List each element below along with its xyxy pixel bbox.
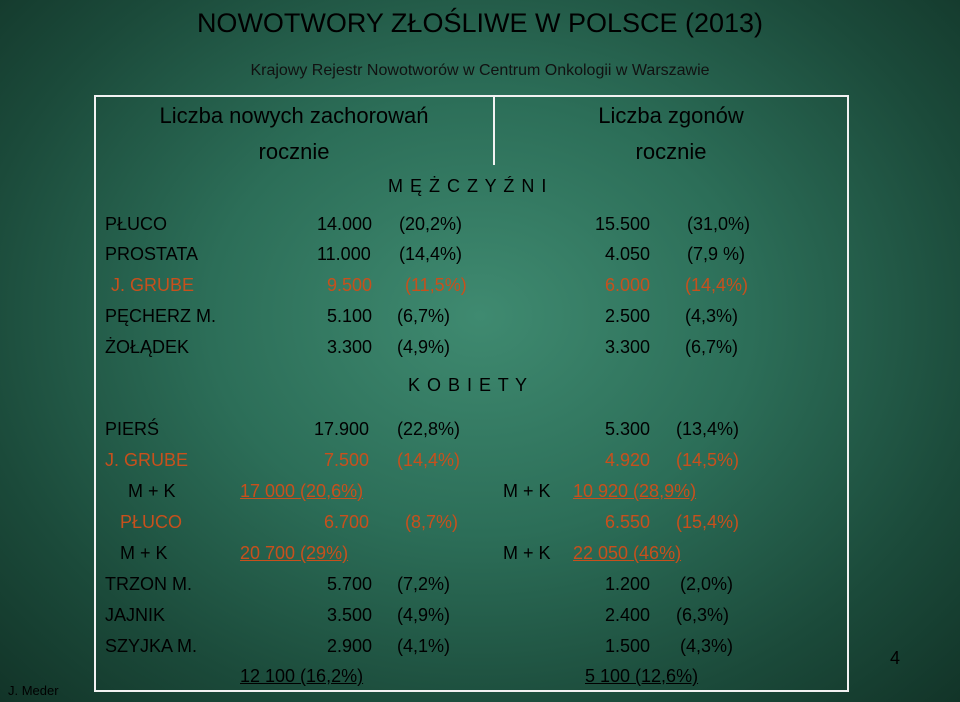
row-label: PROSTATA [105, 244, 199, 264]
table-row: PIERŚ 17.900 (22,8%) 5.300 (13,4%) [0, 419, 960, 449]
table-row: TRZON M. 5.700 (7,2%) 1.200 (2,0%) [0, 574, 960, 604]
incidence-value: 2.900 [327, 636, 373, 656]
section-men: M Ę Ż C Z Y Ź N I [388, 176, 548, 196]
row-label: JAJNIK [105, 605, 166, 625]
incidence-value: 5.700 [327, 574, 373, 594]
page-subtitle: Krajowy Rejestr Nowotworów w Centrum Onk… [250, 62, 710, 79]
deaths-percent: (13,4%) [676, 419, 740, 439]
deaths-value: 2.500 [605, 306, 651, 326]
row-label: PĘCHERZ M. [105, 306, 217, 326]
table-row: SZYJKA M. 2.900 (4,1%) 1.500 (4,3%) [0, 636, 960, 666]
deaths-value: 1.500 [605, 636, 651, 656]
incidence-percent: (4,9%) [397, 605, 451, 625]
table-row: M + K 20 700 (29%) M + K 22 050 (46%) [0, 543, 960, 573]
incidence-value: 6.700 [324, 512, 370, 532]
incidence-value: 3.300 [327, 337, 373, 357]
deaths-percent: (7,9 %) [687, 244, 746, 264]
incidence-value: 17.900 [314, 419, 370, 439]
deaths-percent: (31,0%) [687, 214, 751, 234]
deaths-value: 5.300 [605, 419, 651, 439]
deaths-percent: (4,3%) [685, 306, 739, 326]
row-label: ŻOŁĄDEK [105, 337, 190, 357]
deaths-header: Liczba zgonów rocznie [495, 98, 847, 170]
incidence-header-line2: rocznie [258, 139, 330, 164]
table-row: PĘCHERZ M. 5.100 (6,7%) 2.500 (4,3%) [0, 306, 960, 336]
table-row: J. GRUBE 9.500 (11,5%) 6.000 (14,4%) [0, 275, 960, 305]
incidence-percent: (7,2%) [397, 574, 451, 594]
deaths-total: 5 100 (12,6%) [585, 666, 699, 686]
deaths-value: 3.300 [605, 337, 651, 357]
deaths-value: 6.000 [605, 275, 651, 295]
row-label: M + K [128, 481, 176, 501]
row-label: J. GRUBE [111, 275, 195, 295]
incidence-percent: (4,1%) [397, 636, 451, 656]
row-label: J. GRUBE [105, 450, 189, 470]
deaths-percent: (14,5%) [676, 450, 740, 470]
deaths-value: 4.920 [605, 450, 651, 470]
table-row: PŁUCO 14.000 (20,2%) 15.500 (31,0%) [0, 214, 960, 244]
incidence-value: 9.500 [327, 275, 373, 295]
incidence-percent: (11,5%) [405, 275, 467, 295]
incidence-header: Liczba nowych zachorowań rocznie [96, 98, 492, 170]
incidence-percent: (8,7%) [405, 512, 459, 532]
row-label: TRZON M. [105, 574, 192, 594]
incidence-total: 12 100 (16,2%) [240, 666, 364, 686]
page-number: 4 [890, 648, 901, 668]
table-row: 12 100 (16,2%) 5 100 (12,6%) [0, 666, 960, 696]
deaths-value: 15.500 [595, 214, 651, 234]
deaths-value: 6.550 [605, 512, 651, 532]
incidence-value: 7.500 [324, 450, 370, 470]
table-row: ŻOŁĄDEK 3.300 (4,9%) 3.300 (6,7%) [0, 337, 960, 367]
incidence-value: 5.100 [327, 306, 373, 326]
deaths-header-line1: Liczba zgonów [598, 103, 744, 128]
incidence-percent: (22,8%) [397, 419, 461, 439]
deaths-header-line2: rocznie [635, 139, 707, 164]
deaths-value: 1.200 [605, 574, 651, 594]
header-divider [493, 95, 495, 165]
deaths-percent: (6,3%) [676, 605, 730, 625]
row-label: PIERŚ [105, 419, 160, 439]
table-row: PROSTATA 11.000 (14,4%) 4.050 (7,9 %) [0, 244, 960, 274]
incidence-value: 14.000 [317, 214, 373, 234]
table-row: M + K 17 000 (20,6%) M + K 10 920 (28,9%… [0, 481, 960, 511]
deaths-value: 4.050 [605, 244, 651, 264]
row-label: PŁUCO [120, 512, 183, 532]
incidence-total: 17 000 (20,6%) [240, 481, 364, 501]
row-label: SZYJKA M. [105, 636, 198, 656]
incidence-percent: (14,4%) [397, 450, 461, 470]
deaths-percent: (14,4%) [685, 275, 749, 295]
incidence-percent: (20,2%) [399, 214, 463, 234]
section-women: K O B I E T Y [408, 375, 529, 395]
table-row: J. GRUBE 7.500 (14,4%) 4.920 (14,5%) [0, 450, 960, 480]
deaths-percent: (2,0%) [680, 574, 734, 594]
incidence-percent: (14,4%) [399, 244, 463, 264]
incidence-total: 20 700 (29%) [240, 543, 349, 563]
row-label: M + K [120, 543, 168, 563]
deaths-row-label: M + K [503, 543, 551, 563]
row-label: PŁUCO [105, 214, 168, 234]
table-frame [94, 95, 849, 692]
deaths-total: 22 050 (46%) [573, 543, 682, 563]
page-title: NOWOTWORY ZŁOŚLIWE W POLSCE (2013) [196, 8, 764, 38]
author-credit: J. Meder [8, 683, 59, 698]
table-row: PŁUCO 6.700 (8,7%) 6.550 (15,4%) [0, 512, 960, 542]
table-row: JAJNIK 3.500 (4,9%) 2.400 (6,3%) [0, 605, 960, 635]
deaths-total: 10 920 (28,9%) [573, 481, 697, 501]
deaths-percent: (6,7%) [685, 337, 739, 357]
incidence-percent: (4,9%) [397, 337, 451, 357]
deaths-percent: (4,3%) [680, 636, 734, 656]
deaths-percent: (15,4%) [676, 512, 740, 532]
incidence-percent: (6,7%) [397, 306, 451, 326]
deaths-value: 2.400 [605, 605, 651, 625]
deaths-row-label: M + K [503, 481, 551, 501]
incidence-value: 3.500 [327, 605, 373, 625]
incidence-value: 11.000 [317, 244, 371, 264]
incidence-header-line1: Liczba nowych zachorowań [159, 103, 429, 128]
